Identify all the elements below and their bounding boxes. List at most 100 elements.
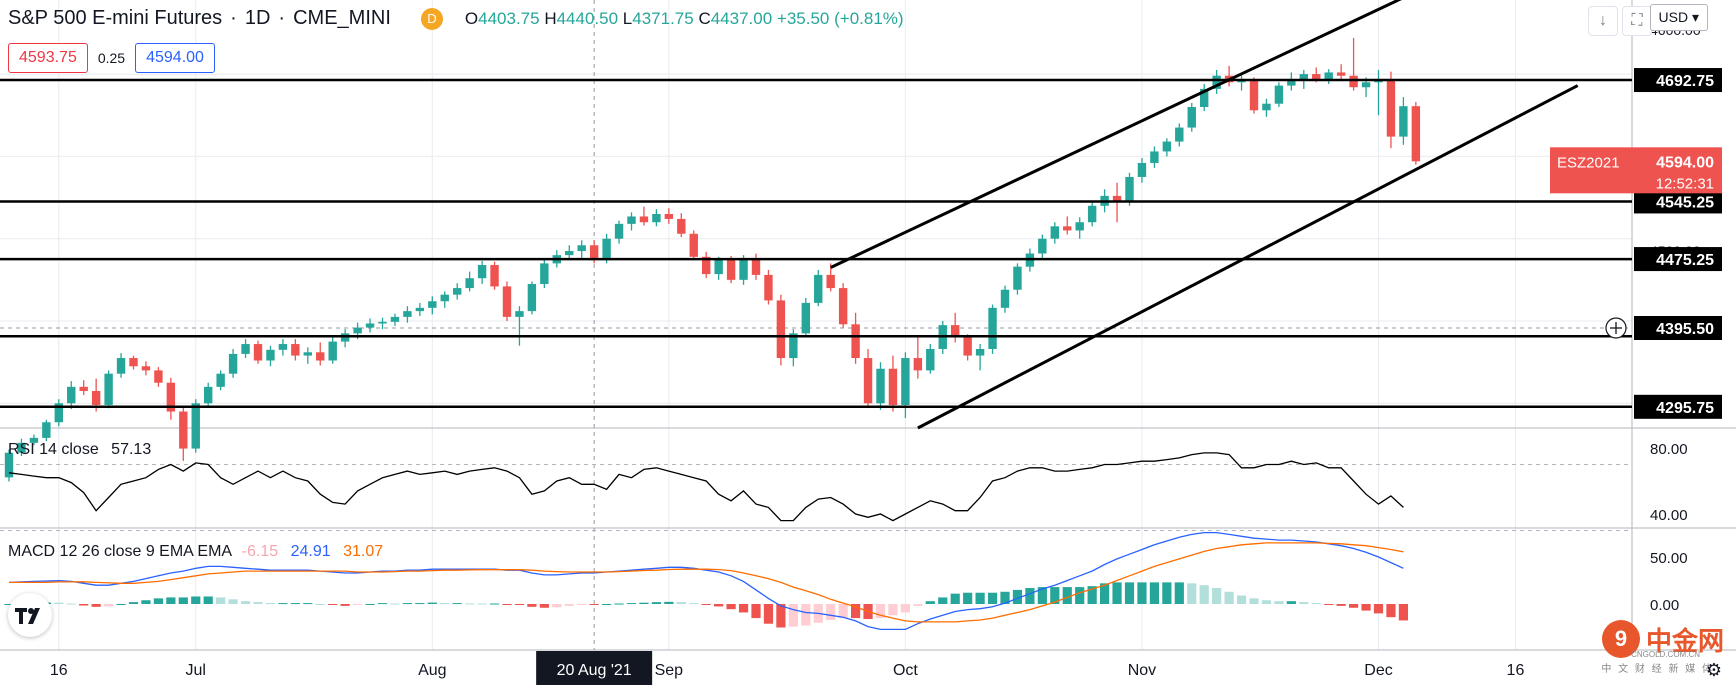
- candle-up[interactable]: [1200, 88, 1209, 107]
- candle-up[interactable]: [1299, 74, 1308, 81]
- candle-up[interactable]: [328, 341, 337, 361]
- candle-down[interactable]: [1386, 79, 1396, 137]
- current-price-label[interactable]: [1550, 147, 1722, 194]
- candle-down[interactable]: [951, 325, 960, 338]
- level-price-label[interactable]: [1634, 68, 1722, 93]
- candle-up[interactable]: [428, 301, 437, 308]
- candle-up[interactable]: [1075, 222, 1084, 231]
- candle-up[interactable]: [116, 358, 126, 374]
- candle-down[interactable]: [291, 344, 300, 356]
- candle-up[interactable]: [565, 251, 574, 256]
- candle-up[interactable]: [440, 294, 449, 302]
- candle-down[interactable]: [726, 259, 736, 280]
- candle-up[interactable]: [1361, 82, 1371, 88]
- candle-down[interactable]: [838, 288, 848, 325]
- candle-up[interactable]: [1013, 266, 1022, 290]
- candle-up[interactable]: [1137, 162, 1147, 177]
- candle-up[interactable]: [29, 437, 39, 443]
- candle-up[interactable]: [1287, 80, 1296, 86]
- candle-up[interactable]: [1000, 289, 1010, 308]
- candle-up[interactable]: [1175, 127, 1184, 142]
- candle-up[interactable]: [365, 323, 375, 328]
- candle-down[interactable]: [1112, 195, 1122, 202]
- candle-up[interactable]: [1324, 72, 1333, 80]
- candle-down[interactable]: [1249, 80, 1259, 111]
- candle-up[interactable]: [278, 344, 288, 350]
- candle-up[interactable]: [1274, 85, 1284, 104]
- candle-down[interactable]: [1349, 75, 1358, 88]
- candle-up[interactable]: [465, 278, 474, 289]
- level-price-label[interactable]: [1634, 394, 1722, 419]
- gear-icon[interactable]: ⚙: [1705, 660, 1722, 680]
- candle-up[interactable]: [390, 316, 400, 322]
- candle-up[interactable]: [1212, 75, 1221, 89]
- candle-up[interactable]: [577, 245, 586, 252]
- candle-up[interactable]: [403, 311, 412, 317]
- candle-up[interactable]: [303, 352, 312, 356]
- candle-up[interactable]: [1187, 107, 1196, 128]
- candle-down[interactable]: [490, 265, 499, 287]
- candle-up[interactable]: [627, 216, 636, 224]
- candle-up[interactable]: [1237, 80, 1246, 83]
- candle-up[interactable]: [1399, 106, 1408, 137]
- delayed-badge[interactable]: D: [420, 7, 443, 30]
- candle-up[interactable]: [104, 373, 113, 405]
- candle-up[interactable]: [241, 344, 250, 354]
- candle-up[interactable]: [926, 348, 935, 371]
- channel-lower-line[interactable]: [917, 84, 1579, 430]
- candle-down[interactable]: [702, 256, 711, 275]
- candle-up[interactable]: [801, 302, 810, 334]
- candle-down[interactable]: [1063, 226, 1072, 231]
- candle-up[interactable]: [353, 327, 362, 334]
- candle-down[interactable]: [1411, 106, 1421, 162]
- candle-down[interactable]: [863, 358, 873, 404]
- candle-up[interactable]: [216, 373, 225, 387]
- candle-up[interactable]: [4, 452, 14, 478]
- candle-up[interactable]: [1262, 103, 1271, 111]
- arrow-down-icon[interactable]: ↓: [1588, 6, 1618, 36]
- candle-up[interactable]: [714, 259, 723, 275]
- macd-legend[interactable]: MACD 12 26 close 9 EMA EMA -6.15 24.91 3…: [8, 543, 383, 561]
- candle-up[interactable]: [415, 307, 425, 312]
- candle-down[interactable]: [502, 286, 512, 317]
- candle-up[interactable]: [540, 263, 549, 284]
- candle-up[interactable]: [1050, 226, 1059, 239]
- candle-up[interactable]: [1162, 141, 1172, 152]
- candle-down[interactable]: [1312, 74, 1321, 80]
- candle-down[interactable]: [141, 366, 151, 371]
- buy-button[interactable]: 4594.00: [135, 43, 215, 73]
- candle-down[interactable]: [129, 358, 138, 367]
- candle-up[interactable]: [54, 403, 63, 423]
- candle-down[interactable]: [154, 370, 163, 383]
- candle-up[interactable]: [789, 333, 798, 359]
- candle-down[interactable]: [677, 218, 686, 234]
- candle-up[interactable]: [67, 386, 76, 404]
- candle-up[interactable]: [988, 307, 997, 349]
- candle-up[interactable]: [378, 321, 387, 324]
- candle-up[interactable]: [1087, 205, 1097, 223]
- level-price-label[interactable]: [1634, 316, 1722, 340]
- candle-up[interactable]: [1125, 176, 1134, 202]
- candle-down[interactable]: [764, 274, 773, 301]
- candle-up[interactable]: [515, 311, 524, 317]
- candle-down[interactable]: [776, 300, 786, 359]
- candle-up[interactable]: [876, 368, 885, 404]
- candle-up[interactable]: [814, 274, 823, 303]
- candle-down[interactable]: [913, 358, 923, 371]
- candle-up[interactable]: [527, 283, 537, 312]
- candle-up[interactable]: [228, 353, 238, 374]
- tradingview-logo[interactable]: [8, 593, 52, 637]
- candle-up[interactable]: [614, 223, 624, 239]
- rsi-legend[interactable]: RSI 14 close 57.13: [8, 441, 151, 459]
- candle-down[interactable]: [664, 214, 674, 219]
- candle-up[interactable]: [1150, 151, 1159, 163]
- level-price-label[interactable]: [1634, 247, 1722, 272]
- candle-down[interactable]: [888, 368, 898, 405]
- candle-up[interactable]: [266, 349, 275, 361]
- currency-select[interactable]: USD ▾: [1649, 4, 1708, 31]
- sell-button[interactable]: 4593.75: [8, 43, 88, 73]
- candle-up[interactable]: [477, 265, 487, 279]
- candle-down[interactable]: [689, 233, 698, 257]
- candle-down[interactable]: [751, 258, 761, 275]
